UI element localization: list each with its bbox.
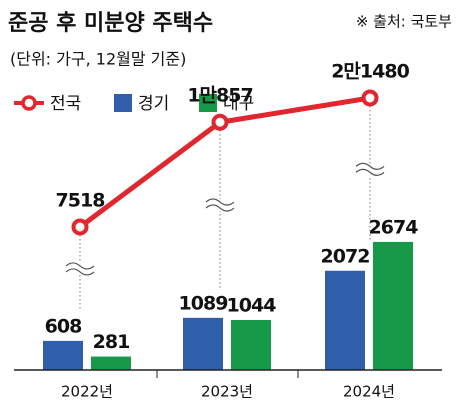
legend-swatch xyxy=(199,94,217,112)
break-mark xyxy=(205,198,235,206)
bar xyxy=(373,241,413,370)
bar xyxy=(43,340,83,370)
bar-value-label: 2072 xyxy=(321,245,370,267)
legend-label: 대구 xyxy=(223,94,254,114)
break-mark xyxy=(205,204,235,212)
break-gap xyxy=(204,199,236,212)
bar-value-label: 1044 xyxy=(227,294,277,316)
legend-marker xyxy=(21,95,37,111)
x-tick-label: 2022년 xyxy=(61,383,113,401)
bar-value-label: 2674 xyxy=(369,216,419,238)
break-mark xyxy=(355,162,385,170)
chart-title: 준공 후 미분양 주택수 xyxy=(8,11,213,36)
bar xyxy=(183,317,223,370)
line-marker xyxy=(71,218,89,236)
break-mark xyxy=(65,268,95,276)
bar-value-label: 1089 xyxy=(179,292,228,314)
bar xyxy=(231,319,271,370)
subtitle: (단위: 가구, 12월말 기준) xyxy=(10,50,186,69)
bar-value-label: 281 xyxy=(93,331,130,353)
line-value-label: 1만857 xyxy=(187,85,252,107)
line-value-label: 2만1480 xyxy=(331,61,409,83)
x-tick-label: 2024년 xyxy=(343,383,395,401)
line-marker xyxy=(361,89,379,107)
legend-label: 경기 xyxy=(138,94,169,114)
bar-value-label: 608 xyxy=(45,315,82,337)
x-tick-label: 2023년 xyxy=(201,383,253,401)
bar xyxy=(325,270,365,370)
bar xyxy=(91,356,131,370)
break-gap xyxy=(64,262,96,275)
source: ※ 출처: 국토부 xyxy=(356,13,452,31)
legend-label: 전국 xyxy=(50,94,81,114)
break-gap xyxy=(354,163,386,176)
break-mark xyxy=(355,168,385,176)
line-value-label: 7518 xyxy=(56,190,106,212)
line-marker xyxy=(211,113,229,131)
break-mark xyxy=(65,262,95,270)
legend-swatch xyxy=(114,94,132,112)
